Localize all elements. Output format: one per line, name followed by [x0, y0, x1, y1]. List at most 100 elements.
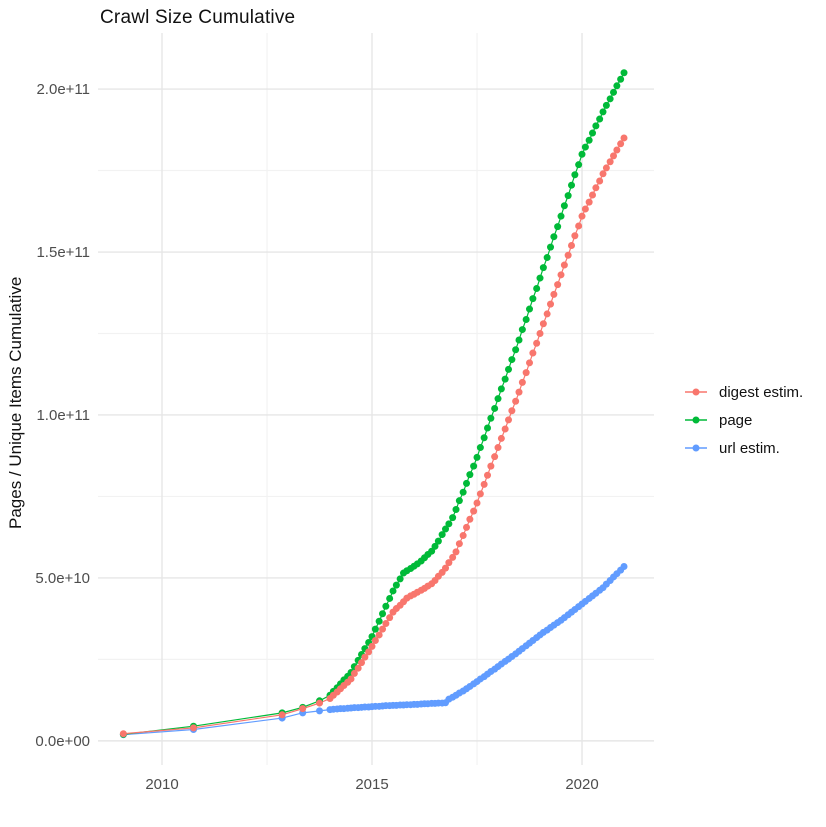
- data-point: [547, 243, 555, 251]
- data-point: [518, 378, 526, 386]
- data-point: [564, 251, 572, 259]
- data-point: [539, 264, 547, 272]
- data-point: [575, 161, 583, 169]
- data-point: [557, 271, 565, 279]
- legend-item-page: page: [684, 406, 803, 434]
- data-point: [581, 205, 589, 213]
- data-point: [515, 388, 523, 396]
- data-point: [466, 515, 474, 523]
- legend-key-point: [692, 416, 700, 424]
- data-point: [602, 164, 610, 172]
- data-point: [599, 108, 607, 116]
- data-point: [438, 531, 446, 539]
- data-point: [515, 336, 523, 344]
- data-point: [434, 537, 442, 545]
- data-point: [620, 69, 628, 77]
- data-point: [617, 140, 625, 148]
- series-points-page: [119, 69, 628, 738]
- data-point: [491, 404, 499, 412]
- data-point: [389, 587, 397, 595]
- x-tick-label: 2020: [565, 776, 598, 793]
- data-point: [543, 254, 551, 262]
- y-tick-label: 5.0e+10: [35, 570, 90, 587]
- data-point: [316, 707, 324, 715]
- data-point: [494, 395, 502, 403]
- data-point: [589, 191, 597, 199]
- data-point: [449, 553, 457, 561]
- legend-key-point: [692, 388, 700, 396]
- data-point: [487, 414, 495, 422]
- data-point: [620, 563, 628, 571]
- data-point: [610, 152, 618, 160]
- data-point: [299, 705, 307, 713]
- data-point: [368, 642, 376, 650]
- data-point: [455, 497, 463, 505]
- data-point: [581, 143, 589, 151]
- data-point: [354, 664, 362, 672]
- data-point: [379, 625, 387, 633]
- data-point: [459, 488, 467, 496]
- data-point: [459, 532, 467, 540]
- data-point: [452, 505, 460, 513]
- y-tick-label: 0.0e+00: [35, 733, 90, 750]
- data-point: [606, 95, 614, 103]
- data-point: [375, 631, 383, 639]
- data-point: [463, 479, 471, 487]
- data-point: [382, 620, 390, 628]
- data-point: [539, 320, 547, 328]
- data-point: [361, 653, 369, 661]
- data-point: [592, 122, 600, 130]
- data-point: [452, 548, 460, 556]
- data-point: [522, 369, 530, 377]
- data-point: [610, 88, 618, 96]
- data-point: [375, 617, 383, 625]
- x-tick-label: 2015: [355, 776, 388, 793]
- data-point: [543, 310, 551, 318]
- data-point: [491, 453, 499, 461]
- data-point: [560, 202, 568, 210]
- chart-title: Crawl Size Cumulative: [100, 7, 296, 28]
- data-point: [386, 614, 394, 622]
- legend: digest estim. page url estim.: [684, 378, 803, 462]
- data-point: [585, 198, 593, 206]
- data-point: [512, 346, 520, 354]
- legend-key-point: [692, 444, 700, 452]
- data-point: [547, 300, 555, 308]
- data-point: [606, 158, 614, 166]
- data-point: [473, 453, 481, 461]
- data-point: [508, 356, 516, 364]
- data-point: [484, 471, 492, 479]
- data-point: [371, 625, 379, 633]
- data-point: [512, 397, 520, 405]
- data-point: [484, 424, 492, 432]
- data-point: [386, 594, 394, 602]
- data-point: [470, 462, 478, 470]
- data-point: [575, 222, 583, 230]
- data-point: [278, 711, 286, 719]
- data-point: [613, 146, 621, 154]
- data-point: [365, 648, 373, 656]
- legend-label: url estim.: [719, 439, 780, 457]
- data-point: [473, 499, 481, 507]
- y-tick-label: 1.5e+11: [36, 244, 90, 261]
- data-point: [568, 241, 576, 249]
- legend-label: digest estim.: [719, 383, 804, 401]
- legend-item-digest-estim: digest estim.: [684, 378, 803, 406]
- data-point: [392, 581, 400, 589]
- data-point: [602, 101, 610, 109]
- data-point: [571, 171, 579, 179]
- data-point: [554, 223, 562, 231]
- data-point: [480, 480, 488, 488]
- data-point: [455, 540, 463, 548]
- data-point: [578, 212, 586, 220]
- legend-key-icon: [685, 416, 707, 424]
- data-point: [526, 305, 534, 313]
- data-point: [501, 375, 509, 383]
- data-point: [518, 326, 526, 334]
- data-point: [533, 285, 541, 293]
- data-point: [560, 261, 568, 269]
- data-point: [550, 290, 558, 298]
- data-point: [476, 490, 484, 498]
- data-point: [494, 444, 502, 452]
